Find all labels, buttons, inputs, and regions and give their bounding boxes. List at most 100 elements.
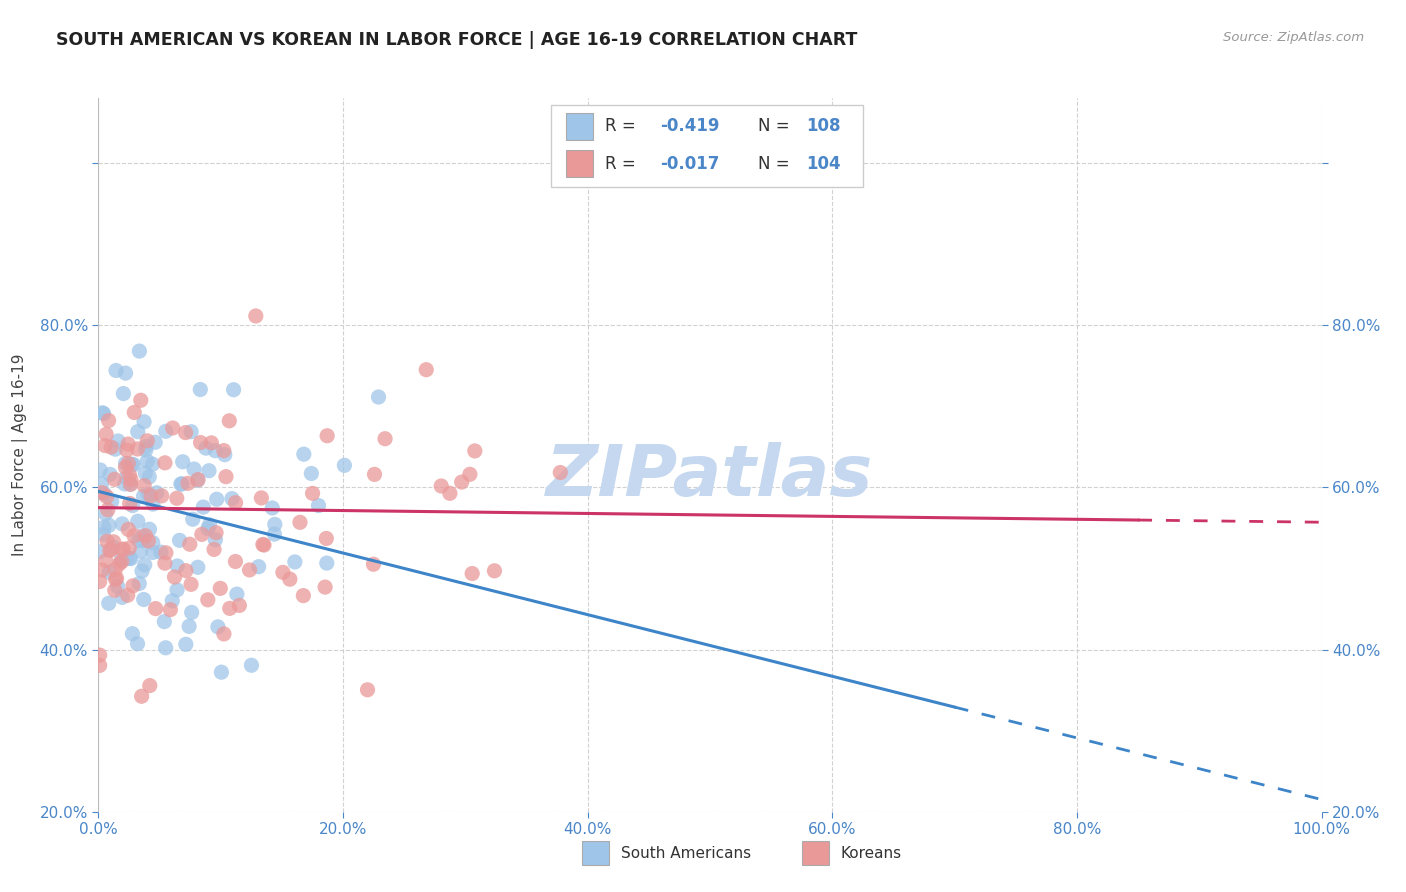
Koreans <box>458 467 481 482</box>
Koreans <box>97 503 120 517</box>
South Americans <box>174 637 197 651</box>
South Americans <box>93 487 115 501</box>
Koreans <box>136 434 159 448</box>
Koreans <box>253 538 276 552</box>
South Americans <box>97 596 120 610</box>
South Americans <box>131 529 153 543</box>
Koreans <box>104 583 127 598</box>
Koreans <box>197 592 219 607</box>
Koreans <box>118 467 141 482</box>
South Americans <box>131 533 153 548</box>
South Americans <box>143 435 166 450</box>
Koreans <box>430 479 453 493</box>
Koreans <box>134 478 156 492</box>
Koreans <box>316 429 339 443</box>
South Americans <box>166 582 188 597</box>
Koreans <box>105 571 128 585</box>
South Americans <box>134 558 156 572</box>
South Americans <box>180 425 202 439</box>
Koreans <box>139 679 162 693</box>
Koreans <box>122 405 145 419</box>
South Americans <box>110 553 132 567</box>
Koreans <box>117 523 139 537</box>
Koreans <box>212 627 235 641</box>
Koreans <box>117 437 139 451</box>
Koreans <box>292 589 315 603</box>
FancyBboxPatch shape <box>582 841 609 865</box>
Koreans <box>162 421 184 435</box>
South Americans <box>100 494 122 508</box>
South Americans <box>198 464 221 478</box>
South Americans <box>131 564 153 578</box>
South Americans <box>142 535 165 549</box>
Koreans <box>118 496 141 510</box>
South Americans <box>101 540 124 554</box>
South Americans <box>172 455 194 469</box>
Koreans <box>100 440 122 454</box>
Koreans <box>111 554 134 568</box>
South Americans <box>170 477 193 491</box>
Koreans <box>98 543 121 558</box>
Koreans <box>139 489 162 503</box>
Koreans <box>363 467 385 482</box>
South Americans <box>98 467 121 482</box>
South Americans <box>134 466 156 480</box>
South Americans <box>194 441 217 455</box>
Koreans <box>97 413 120 427</box>
South Americans <box>135 442 157 457</box>
South Americans <box>155 640 177 655</box>
South Americans <box>169 533 191 548</box>
South Americans <box>162 594 184 608</box>
South Americans <box>114 477 136 491</box>
Koreans <box>131 690 153 704</box>
South Americans <box>121 499 143 513</box>
Koreans <box>179 537 201 551</box>
Text: 104: 104 <box>807 155 841 173</box>
Koreans <box>112 542 135 557</box>
Koreans <box>180 577 202 591</box>
Text: N =: N = <box>758 117 794 136</box>
South Americans <box>142 545 165 559</box>
South Americans <box>292 447 315 461</box>
South Americans <box>115 551 138 566</box>
Koreans <box>215 469 238 483</box>
Koreans <box>245 309 267 323</box>
Koreans <box>252 537 274 551</box>
Koreans <box>177 476 200 491</box>
South Americans <box>247 559 270 574</box>
South Americans <box>170 476 193 491</box>
South Americans <box>153 615 176 629</box>
South Americans <box>187 560 209 574</box>
South Americans <box>284 555 307 569</box>
South Americans <box>107 579 129 593</box>
South Americans <box>136 487 159 501</box>
Koreans <box>205 525 228 540</box>
South Americans <box>187 473 209 487</box>
Koreans <box>127 442 149 456</box>
Koreans <box>450 475 472 489</box>
South Americans <box>93 527 115 541</box>
South Americans <box>120 551 142 566</box>
Koreans <box>374 432 396 446</box>
South Americans <box>115 471 138 485</box>
South Americans <box>118 551 141 566</box>
Koreans <box>153 556 176 570</box>
Koreans <box>166 491 188 506</box>
South Americans <box>138 470 160 484</box>
Koreans <box>111 542 134 557</box>
Koreans <box>315 532 337 546</box>
South Americans <box>91 406 114 420</box>
Koreans <box>218 414 240 428</box>
South Americans <box>166 558 188 573</box>
South Americans <box>97 518 120 533</box>
Koreans <box>218 601 240 615</box>
Text: -0.017: -0.017 <box>659 155 720 173</box>
Koreans <box>464 444 486 458</box>
Koreans <box>114 460 136 475</box>
South Americans <box>121 626 143 640</box>
South Americans <box>299 467 322 481</box>
South Americans <box>222 383 245 397</box>
South Americans <box>114 366 136 380</box>
Koreans <box>271 566 294 580</box>
Koreans <box>187 473 209 487</box>
